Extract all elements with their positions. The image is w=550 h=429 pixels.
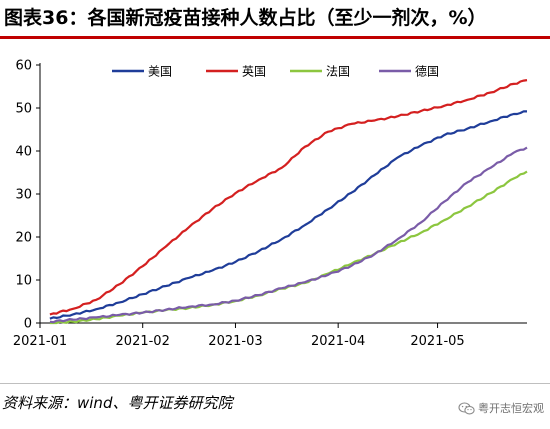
series-line-1 — [49, 110, 528, 320]
chart-area: 0 10 20 30 40 50 60 2021-01 2021-02 2021-03 2021-0… — [0, 40, 550, 380]
x-tick-label: 2021-04 — [311, 334, 365, 349]
x-tick-label: 2021-05 — [410, 334, 464, 349]
wechat-icon — [458, 401, 475, 414]
y-tick-label: 10 — [15, 274, 32, 289]
watermark: 粤开志恒宏观 — [458, 400, 544, 416]
source-rule — [0, 383, 550, 384]
figure-title: 图表36：各国新冠疫苗接种人数占比（至少一剂次，%） — [4, 7, 487, 29]
legend-label-3: 法国 — [326, 65, 350, 79]
x-tick-label: 2021-03 — [208, 334, 262, 349]
series-line-3 — [49, 170, 528, 325]
legend-label-4: 德国 — [415, 64, 439, 79]
y-tick-label: 0 — [24, 317, 32, 332]
y-tick-label: 40 — [15, 145, 32, 160]
y-tick-label: 20 — [15, 231, 32, 246]
y-tick-label: 50 — [15, 102, 32, 117]
series-line-2 — [49, 79, 528, 316]
x-tick-label: 2021-01 — [13, 334, 67, 349]
title-rule — [0, 36, 550, 39]
y-tick-label: 30 — [15, 188, 32, 203]
y-tick-label: 60 — [15, 59, 32, 74]
x-tick-label: 2021-02 — [116, 334, 170, 349]
legend-label-2: 英国 — [242, 65, 266, 79]
source-note: 资料来源：wind、粤开证券研究院 — [2, 394, 233, 412]
watermark-text: 粤开志恒宏观 — [478, 402, 544, 415]
line-chart: 0 10 20 30 40 50 60 2021-01 2021-02 2021-03 2021-0… — [13, 59, 528, 349]
series-line-4 — [49, 146, 528, 324]
legend-label-1: 美国 — [148, 65, 172, 79]
